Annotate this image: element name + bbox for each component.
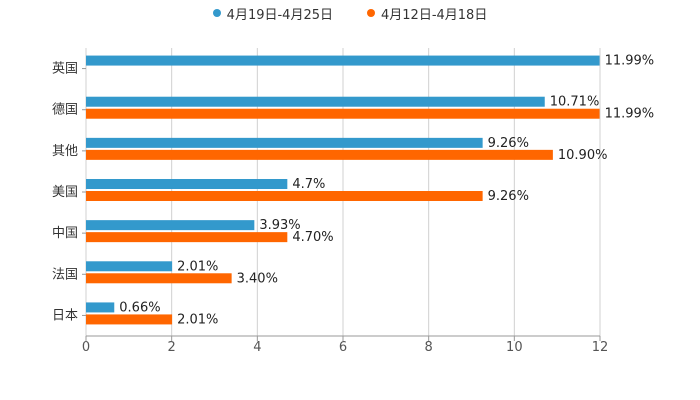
bar-series-2-1[interactable] — [86, 108, 600, 119]
data-label-series-1-2: 9.26% — [488, 136, 529, 151]
legend-label-series-2: 4月12日-4月18日 — [381, 7, 488, 23]
bar-series-1-4[interactable] — [86, 220, 255, 231]
data-label-series-2-1: 11.99% — [605, 107, 655, 122]
legend-item-series-1[interactable]: 4月19日-4月25日 — [212, 4, 333, 23]
bar-series-1-3[interactable] — [86, 179, 288, 189]
legend-marker-series-2 — [367, 9, 375, 17]
y-category-label-5: 法国 — [52, 267, 78, 282]
bar-series-2-2[interactable] — [86, 149, 553, 160]
x-tick-label-6: 6 — [339, 340, 347, 355]
data-label-series-2-2: 10.90% — [558, 148, 608, 163]
x-tick-label-4: 4 — [253, 340, 261, 355]
data-label-series-2-6: 2.01% — [177, 312, 218, 327]
x-tick-label-2: 2 — [168, 340, 176, 355]
y-category-label-4: 中国 — [52, 226, 78, 241]
bar-series-2-4[interactable] — [86, 232, 288, 243]
x-tick-label-8: 8 — [425, 340, 433, 355]
bar-series-1-1[interactable] — [86, 96, 545, 107]
data-label-series-1-5: 2.01% — [177, 259, 218, 274]
bar-series-1-6[interactable] — [86, 302, 115, 313]
data-label-series-2-3: 9.26% — [488, 189, 529, 204]
x-tick-label-10: 10 — [506, 340, 523, 355]
data-label-series-1-6: 0.66% — [119, 300, 160, 315]
legend-item-series-2[interactable]: 4月12日-4月18日 — [367, 4, 488, 23]
x-tick-label-0: 0 — [82, 340, 90, 355]
bar-series-2-3[interactable] — [86, 191, 483, 201]
bar-series-1-0[interactable] — [86, 55, 600, 66]
bar-series-1-2[interactable] — [86, 137, 483, 148]
y-category-label-3: 美国 — [52, 185, 78, 200]
y-category-label-1: 德国 — [52, 103, 78, 118]
legend-label-series-1: 4月19日-4月25日 — [226, 7, 333, 23]
data-label-series-1-3: 4.7% — [292, 177, 325, 192]
bar-series-1-5[interactable] — [86, 261, 173, 272]
bar-series-2-6[interactable] — [86, 314, 173, 325]
data-label-series-1-0: 11.99% — [605, 54, 655, 69]
data-label-series-2-5: 3.40% — [237, 271, 278, 286]
x-tick-label-12: 12 — [592, 340, 609, 355]
legend-marker-series-1 — [212, 9, 221, 17]
bar-series-2-5[interactable] — [86, 273, 232, 284]
data-label-series-1-4: 3.93% — [259, 218, 300, 233]
data-label-series-2-4: 4.70% — [292, 230, 333, 245]
chart-legend: 4月19日-4月25日 4月12日-4月18日 — [0, 4, 700, 23]
y-category-label-0: 英国 — [52, 62, 78, 77]
data-label-series-1-1: 10.71% — [550, 95, 600, 110]
y-category-label-6: 日本 — [52, 308, 78, 323]
y-category-label-2: 其他 — [52, 144, 78, 159]
